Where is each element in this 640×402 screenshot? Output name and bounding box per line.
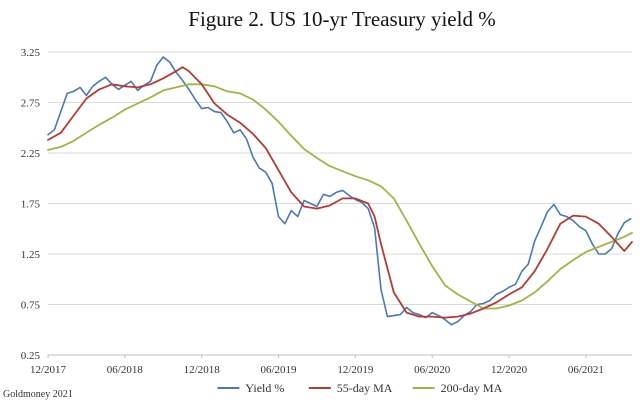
x-tick-label: 12/2018 <box>184 364 221 376</box>
y-tick-label: 3.25 <box>21 47 41 59</box>
legend-label: Yield % <box>245 381 284 395</box>
x-tick-label: 06/2020 <box>414 364 451 376</box>
y-tick-label: 2.25 <box>21 148 41 160</box>
axes: 0.25 0.75 1.25 1.75 2.25 2.75 3.25 12/2017 06/20… <box>21 47 632 376</box>
gridlines <box>48 51 632 356</box>
series-line-yield <box>47 56 632 326</box>
x-tick-label: 06/2019 <box>260 364 297 376</box>
x-tick-label: 12/2020 <box>491 364 528 376</box>
y-tick-label: 2.75 <box>21 98 41 110</box>
x-tick-label: 12/2019 <box>337 364 374 376</box>
y-tick-label: 0.75 <box>21 300 41 312</box>
x-tick-label: 12/2017 <box>30 364 67 376</box>
source-note: Goldmoney 2021 <box>3 389 73 400</box>
series <box>47 56 633 326</box>
x-tick-label: 06/2021 <box>568 364 604 376</box>
legend: Yield % 55-day MA 200-day MA <box>217 381 503 395</box>
x-tick-label: 06/2018 <box>107 364 144 376</box>
y-tick-label: 1.75 <box>21 199 41 211</box>
legend-label: 55-day MA <box>337 381 393 395</box>
series-line-200-day-ma <box>47 83 633 310</box>
y-tick-label: 1.25 <box>21 249 41 261</box>
y-tick-label: 0.25 <box>21 350 41 362</box>
series-line-55-day-ma <box>47 66 633 319</box>
legend-label: 200-day MA <box>441 381 503 395</box>
chart-title: Figure 2. US 10-yr Treasury yield % <box>188 7 495 31</box>
